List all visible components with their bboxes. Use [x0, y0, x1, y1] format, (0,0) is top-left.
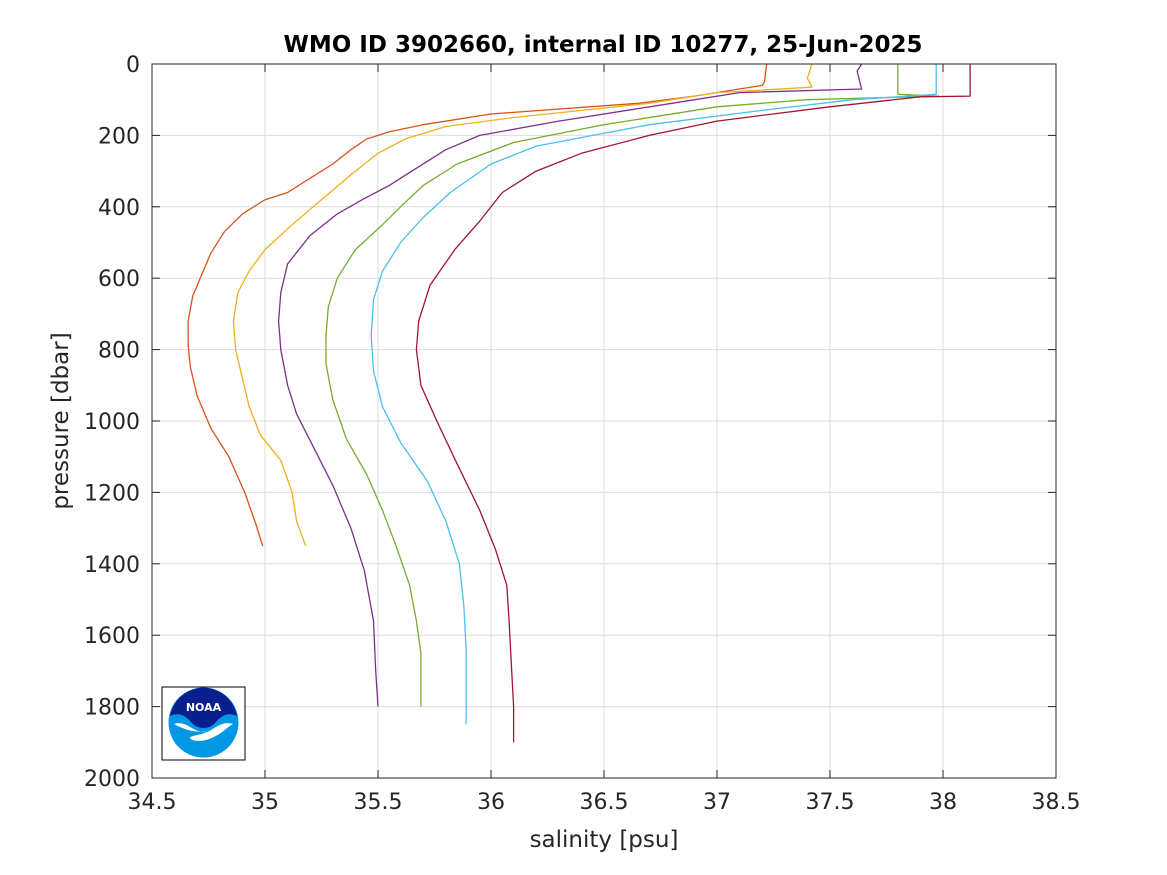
profile-line-1 — [187, 63, 768, 547]
x-tick-label: 38.5 — [1032, 790, 1081, 815]
x-axis-label: salinity [psu] — [530, 827, 679, 853]
profile-line-6 — [415, 64, 971, 743]
tick-labels: 34.5 35 35.5 36 36.5 37 37.5 38 38.5 0 200 400 600 80… — [84, 53, 1080, 815]
y-tick-label: 200 — [98, 124, 140, 149]
profile-line-2 — [232, 63, 813, 547]
profile-line-5 — [370, 64, 937, 725]
y-tick-label: 1200 — [84, 481, 140, 506]
axis-ticks — [151, 63, 1057, 779]
noaa-logo-text: NOAA — [186, 701, 222, 714]
x-tick-label: 37 — [703, 790, 731, 815]
x-tick-label: 38 — [929, 790, 957, 815]
noaa-emblem-top-icon — [170, 687, 237, 728]
y-axis-label: pressure [dbar] — [48, 332, 74, 509]
noaa-logo: NOAA — [161, 686, 246, 761]
y-tick-label: 800 — [98, 339, 140, 364]
data-series — [187, 63, 971, 743]
x-tick-label: 37.5 — [806, 790, 855, 815]
x-tick-label: 34.5 — [128, 790, 177, 815]
x-tick-label: 35.5 — [354, 790, 403, 815]
y-tick-label: 1000 — [84, 410, 140, 435]
profile-line-3 — [277, 63, 863, 707]
y-tick-label: 2000 — [84, 767, 140, 792]
x-tick-label: 36 — [477, 790, 505, 815]
x-tick-label: 36.5 — [580, 790, 629, 815]
y-tick-label: 1600 — [84, 624, 140, 649]
grid-lines — [151, 63, 1057, 779]
y-tick-label: 600 — [98, 267, 140, 292]
profile-line-4 — [325, 64, 940, 707]
y-tick-label: 1400 — [84, 553, 140, 578]
x-tick-label: 35 — [251, 790, 279, 815]
chart-title: WMO ID 3902660, internal ID 10277, 25-Ju… — [283, 32, 922, 58]
y-tick-label: 0 — [126, 53, 140, 78]
y-tick-label: 400 — [98, 196, 140, 221]
noaa-emblem-wave-icon — [174, 723, 233, 741]
y-tick-label: 1800 — [84, 696, 140, 721]
